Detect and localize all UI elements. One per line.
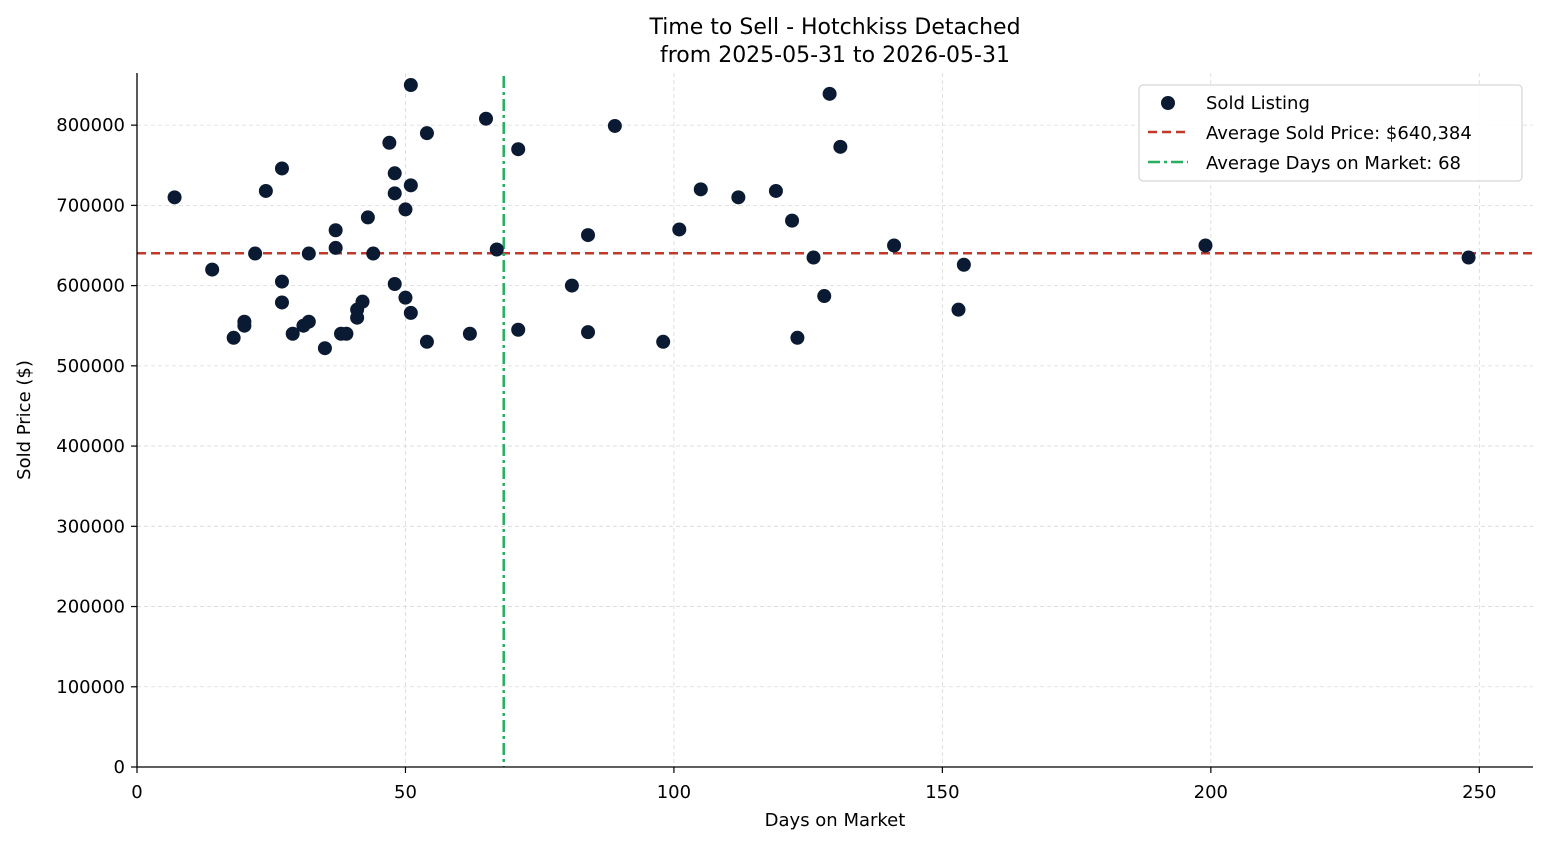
data-point bbox=[328, 223, 343, 238]
y-tick-label: 200000 bbox=[56, 597, 125, 618]
y-tick-label: 300000 bbox=[56, 516, 125, 537]
data-point bbox=[564, 278, 579, 293]
y-tick-label: 700000 bbox=[56, 195, 125, 216]
y-tick-label: 400000 bbox=[56, 436, 125, 457]
chart-title: Time to Sell - Hotchkiss Detached bbox=[648, 15, 1020, 40]
data-point bbox=[1461, 250, 1476, 265]
data-point bbox=[387, 277, 402, 292]
data-point bbox=[350, 310, 365, 325]
y-tick-label: 600000 bbox=[56, 276, 125, 297]
data-point bbox=[817, 289, 832, 304]
data-point bbox=[403, 305, 418, 320]
x-tick-label: 150 bbox=[925, 782, 959, 803]
data-point bbox=[403, 78, 418, 93]
data-point bbox=[274, 161, 289, 176]
data-point bbox=[672, 222, 687, 237]
data-point bbox=[285, 326, 300, 341]
data-point bbox=[656, 334, 671, 349]
data-point bbox=[387, 166, 402, 181]
data-point bbox=[581, 325, 596, 340]
data-point bbox=[339, 326, 354, 341]
data-point bbox=[360, 210, 375, 225]
legend: Sold Listing Average Sold Price: $640,38… bbox=[1138, 84, 1523, 182]
y-tick-label: 100000 bbox=[56, 677, 125, 698]
data-point bbox=[951, 302, 966, 317]
data-point bbox=[768, 183, 783, 198]
data-point bbox=[785, 213, 800, 228]
data-point bbox=[301, 246, 316, 261]
y-tick-label: 800000 bbox=[56, 115, 125, 136]
x-tick-label: 200 bbox=[1194, 782, 1228, 803]
data-point bbox=[274, 274, 289, 289]
x-tick-label: 100 bbox=[657, 782, 691, 803]
data-point bbox=[258, 183, 273, 198]
data-point bbox=[462, 326, 477, 341]
chart-subtitle: from 2025-05-31 to 2026-05-31 bbox=[660, 43, 1010, 68]
data-point bbox=[887, 238, 902, 253]
y-axis-label: Sold Price ($) bbox=[14, 360, 35, 480]
data-point bbox=[790, 330, 805, 345]
data-point bbox=[693, 182, 708, 197]
data-point bbox=[317, 341, 332, 356]
data-point bbox=[511, 142, 526, 157]
x-tick-label: 0 bbox=[131, 782, 142, 803]
data-point bbox=[167, 190, 182, 205]
data-point bbox=[511, 322, 526, 337]
data-point bbox=[301, 314, 316, 329]
legend-point-marker bbox=[1161, 96, 1175, 110]
data-point bbox=[398, 202, 413, 217]
data-point bbox=[806, 250, 821, 265]
data-point bbox=[419, 126, 434, 141]
data-point bbox=[226, 330, 241, 345]
data-point bbox=[205, 262, 220, 277]
data-point bbox=[489, 242, 504, 257]
data-point bbox=[403, 178, 418, 193]
data-point bbox=[387, 186, 402, 201]
data-point bbox=[366, 246, 381, 261]
data-point bbox=[479, 111, 493, 126]
data-point bbox=[382, 135, 397, 150]
data-point bbox=[1198, 238, 1213, 253]
data-point bbox=[248, 246, 263, 261]
data-point bbox=[822, 86, 837, 101]
data-point bbox=[833, 139, 848, 154]
data-point bbox=[237, 318, 252, 333]
data-point bbox=[581, 228, 596, 243]
data-point bbox=[274, 295, 289, 310]
y-tick-label: 0 bbox=[114, 757, 125, 778]
data-point bbox=[419, 334, 434, 349]
legend-label-avg-days: Average Days on Market: 68 bbox=[1206, 153, 1461, 174]
data-point bbox=[328, 240, 343, 255]
tick-labels: 0 50 100 150 200 250 0 100000 200000 300000 400000… bbox=[56, 115, 1496, 803]
legend-label-avg-price: Average Sold Price: $640,384 bbox=[1206, 123, 1472, 144]
legend-box bbox=[1138, 84, 1523, 182]
data-point bbox=[956, 257, 971, 272]
x-tick-label: 250 bbox=[1462, 782, 1496, 803]
data-point bbox=[731, 190, 746, 205]
axes bbox=[131, 73, 1533, 773]
data-point bbox=[355, 294, 370, 309]
legend-label-sold-listing: Sold Listing bbox=[1206, 93, 1310, 114]
y-tick-label: 500000 bbox=[56, 356, 125, 377]
x-tick-label: 50 bbox=[394, 782, 417, 803]
data-points bbox=[167, 78, 1476, 356]
data-point bbox=[607, 118, 622, 133]
x-axis-label: Days on Market bbox=[765, 810, 906, 831]
data-point bbox=[398, 290, 413, 305]
